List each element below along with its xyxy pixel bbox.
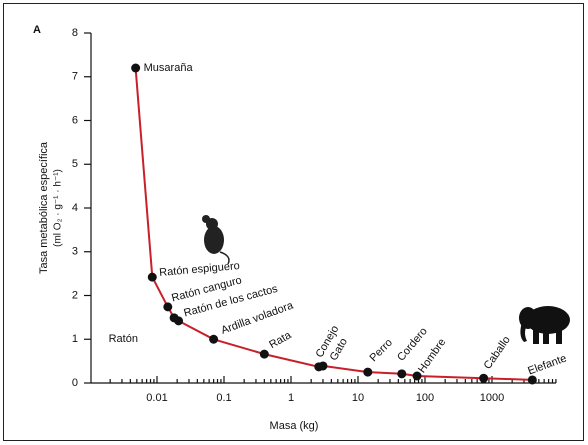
- data-point: [148, 273, 157, 282]
- y-tick-label: 4: [72, 202, 78, 214]
- point-label: Caballo: [482, 334, 513, 371]
- y-tick-label: 1: [72, 333, 78, 345]
- y-tick-label: 8: [72, 27, 78, 39]
- data-point: [174, 316, 183, 325]
- data-point: [479, 374, 488, 383]
- data-point: [209, 335, 218, 344]
- point-label: Elefante: [526, 352, 568, 377]
- x-tick-label: 100: [416, 392, 434, 404]
- point-label: Ratón espiguero: [159, 260, 240, 279]
- y-tick-label: 0: [72, 377, 78, 389]
- x-axis-label: Masa (kg): [270, 420, 319, 432]
- x-tick-label: 0.01: [146, 392, 167, 404]
- data-point: [413, 372, 422, 381]
- x-tick-label: 1: [288, 392, 294, 404]
- x-tick-label: 1000: [480, 392, 504, 404]
- point-label: Musaraña: [144, 62, 194, 74]
- y-tick-label: 7: [72, 71, 78, 83]
- mouse-icon: [202, 215, 229, 264]
- data-point: [318, 361, 327, 370]
- x-tick-label: 10: [352, 392, 364, 404]
- data-point: [260, 350, 269, 359]
- data-point: [363, 368, 372, 377]
- point-label: Perro: [367, 337, 395, 365]
- point-label: Rata: [267, 329, 294, 351]
- point-label: Ratón: [109, 333, 138, 345]
- elephant-icon: [519, 306, 570, 344]
- data-point: [131, 64, 140, 73]
- y-axis-label: Tasa metabólica específica: [38, 141, 50, 274]
- x-tick-label: 0.1: [216, 392, 231, 404]
- chart: A Masa (kg) Tasa metabólica específica (…: [0, 0, 588, 445]
- y-tick-label: 3: [72, 246, 78, 258]
- panel-label: A: [33, 24, 41, 36]
- data-point: [397, 369, 406, 378]
- y-tick-label: 5: [72, 158, 78, 170]
- y-tick-label: 2: [72, 289, 78, 301]
- y-axis-label: (ml O₂ · g⁻¹ · h⁻¹): [53, 169, 64, 247]
- y-tick-label: 6: [72, 114, 78, 126]
- data-point: [163, 302, 172, 311]
